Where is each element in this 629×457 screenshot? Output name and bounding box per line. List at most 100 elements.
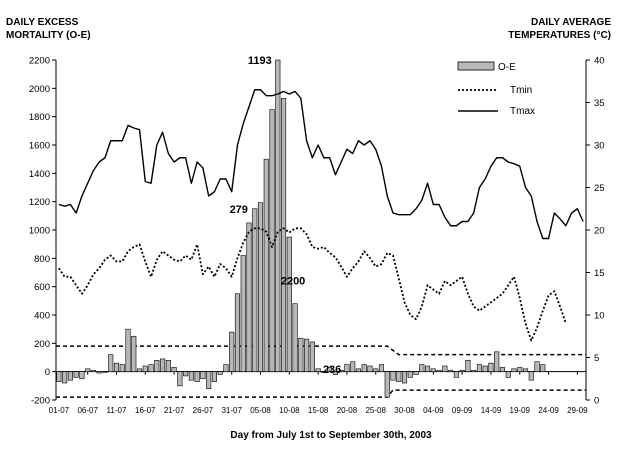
oe-bar [425, 365, 431, 372]
oe-bar [350, 361, 356, 372]
value-annotation: 2200 [281, 276, 305, 288]
oe-bar [211, 371, 217, 382]
oe-bar [281, 97, 287, 372]
oe-bar [200, 371, 206, 380]
oe-bar [79, 371, 85, 380]
x-tick-label: 19-09 [510, 406, 531, 415]
oe-bar [401, 371, 408, 384]
oe-bar [136, 368, 143, 372]
oe-bar [442, 365, 448, 372]
x-tick-label: 10-08 [279, 406, 300, 415]
oe-bar [292, 303, 298, 372]
oe-bar [194, 371, 200, 382]
legend-oe-label: O-E [498, 62, 516, 73]
oe-bar [499, 367, 506, 372]
x-tick-label: 04-09 [423, 406, 444, 415]
upper-threshold-line [56, 345, 586, 356]
x-tick-label: 25-08 [365, 406, 386, 415]
oe-bar [540, 364, 546, 372]
oe-bar [229, 331, 235, 372]
left-tick-label: 2200 [29, 56, 50, 67]
oe-bar [67, 371, 73, 381]
oe-bar [528, 371, 534, 381]
oe-bar [171, 367, 177, 372]
right-tick-label: 5 [594, 353, 599, 364]
oe-bar [223, 364, 229, 372]
x-tick-label: 29-09 [567, 406, 588, 415]
left-tick-label: -200 [31, 396, 50, 407]
left-axis-title-line2: MORTALITY (O-E) [6, 30, 91, 41]
right-tick-label: 35 [594, 98, 605, 109]
x-tick-label: 14-09 [481, 406, 502, 415]
oe-bar [246, 222, 252, 372]
oe-bar [459, 369, 465, 372]
right-tick-label: 30 [594, 141, 605, 152]
x-tick-label: 20-08 [337, 406, 358, 415]
oe-bar [298, 337, 304, 372]
oe-bar [309, 341, 315, 372]
oe-bar [119, 364, 125, 372]
oe-bar [286, 236, 292, 372]
oe-bar [160, 358, 166, 372]
oe-bar [378, 364, 385, 372]
oe-bar [183, 371, 189, 377]
oe-bar [96, 371, 102, 374]
oe-bar [90, 369, 96, 372]
oe-bar [413, 371, 419, 375]
oe-bar [125, 328, 131, 372]
oe-bar [240, 255, 246, 372]
oe-bar [188, 371, 194, 381]
x-tick-label: 31-07 [221, 406, 242, 415]
oe-bar [384, 371, 390, 398]
value-annotation: 1193 [248, 55, 272, 67]
right-tick-label: 0 [594, 396, 599, 407]
oe-bar [165, 360, 171, 372]
oe-bar [338, 369, 344, 372]
oe-bar [494, 351, 500, 372]
oe-bar [430, 368, 436, 372]
x-tick-label: 05-08 [250, 406, 271, 415]
x-tick-label: 15-08 [308, 406, 329, 415]
legend-tmin-label: Tmin [510, 85, 532, 96]
right-tick-label: 40 [594, 56, 605, 67]
oe-bar [355, 368, 361, 372]
left-tick-label: 600 [34, 282, 50, 293]
left-tick-label: 1800 [29, 112, 50, 123]
x-tick-label: 09-09 [452, 406, 473, 415]
oe-bar [471, 369, 477, 372]
oe-bar [448, 369, 454, 372]
lower-threshold-line [56, 389, 586, 398]
oe-bar [361, 364, 367, 372]
legend-oe-swatch [457, 61, 495, 71]
oe-bar [56, 371, 62, 382]
right-axis-title-line2: TEMPERATURES (°C) [508, 30, 611, 41]
oe-bar [511, 368, 517, 372]
oe-bar [131, 335, 137, 372]
oe-bar [396, 371, 402, 382]
oe-bar [234, 293, 241, 372]
oe-bar [102, 371, 108, 373]
x-tick-label: 11-07 [107, 406, 127, 415]
left-tick-label: 200 [34, 339, 50, 350]
left-tick-label: 1400 [29, 169, 50, 180]
oe-bar [465, 360, 471, 372]
left-tick-label: 1600 [29, 141, 50, 152]
oe-bar [419, 364, 425, 372]
oe-bar [344, 364, 350, 372]
left-tick-label: 800 [34, 254, 50, 265]
left-tick-label: 2000 [29, 84, 50, 95]
left-tick-label: 1000 [29, 226, 50, 237]
right-tick-label: 25 [594, 183, 605, 194]
tmax-line [58, 89, 584, 240]
left-tick-label: 1200 [29, 197, 50, 208]
x-tick-label: 24-09 [538, 406, 559, 415]
oe-bar [517, 367, 523, 372]
oe-bar [436, 369, 442, 372]
oe-bar [327, 367, 333, 372]
oe-bar [108, 354, 114, 372]
x-tick-label: 16-07 [135, 406, 156, 415]
oe-bar [73, 371, 79, 378]
legend-tmax-label: Tmax [510, 106, 535, 117]
oe-bar [113, 362, 120, 372]
